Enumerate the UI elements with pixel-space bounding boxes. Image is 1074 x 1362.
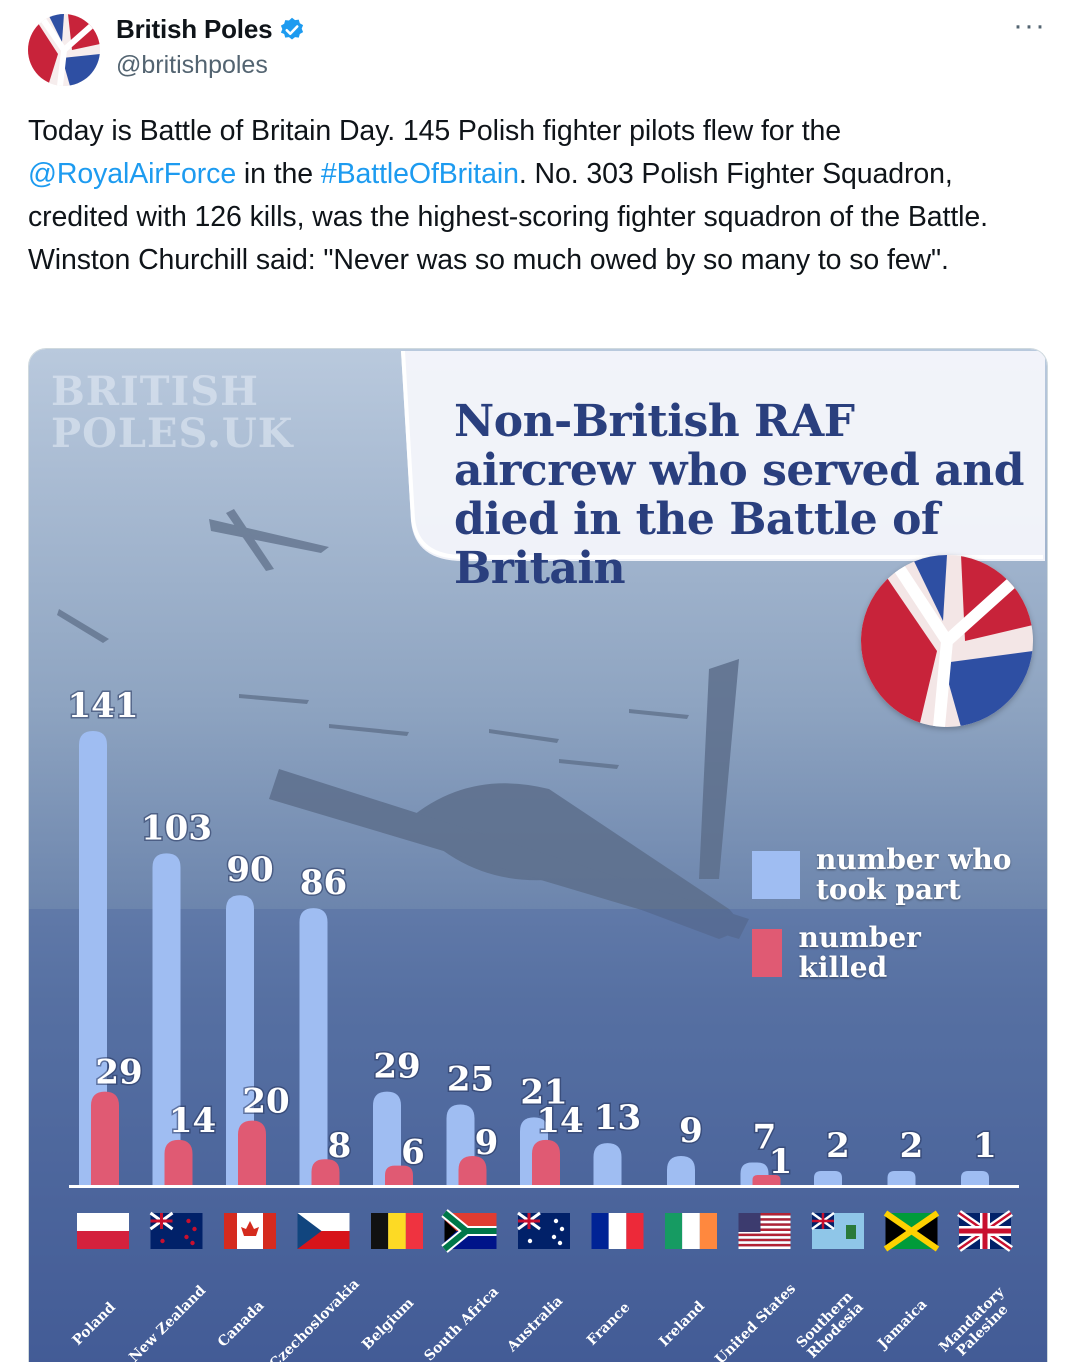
tweet-text-part: in the	[236, 158, 321, 190]
bar-label-took-part-france: 13	[594, 1098, 641, 1138]
legend-label-killed: number killed	[798, 921, 921, 984]
bar-label-killed-czechoslovakia: 8	[328, 1126, 352, 1166]
bar-took-part-new-zealand	[152, 853, 181, 1185]
flag-new-zealand-icon	[149, 1211, 203, 1249]
tweet-text-part: Today is Battle of Britain Day. 145 Poli…	[28, 115, 842, 147]
author-avatar[interactable]	[28, 14, 100, 86]
country-label-new-zealand: New Zealand	[126, 1283, 209, 1362]
flag-australia-icon	[517, 1211, 570, 1249]
bar-took-part-jamaica	[887, 1171, 916, 1185]
tweet-media-infographic[interactable]: BRITISH POLES.UK Non-British RAF aircrew…	[28, 348, 1048, 1362]
flag-southern-rhodesia-icon	[811, 1211, 864, 1249]
legend-label-took-part: number who took part	[816, 843, 1012, 906]
bar-label-took-part-south-africa: 25	[447, 1060, 494, 1100]
flag-ireland-icon	[665, 1213, 717, 1249]
legend-item-killed: number killed	[752, 923, 939, 983]
flag-poland-icon	[77, 1213, 129, 1249]
bar-label-took-part-southern-rhodesia: 2	[826, 1126, 850, 1166]
bar-killed-new-zealand	[164, 1139, 193, 1185]
bar-label-killed-new-zealand: 14	[169, 1101, 216, 1141]
legend-swatch-took-part	[752, 851, 800, 899]
author-name[interactable]: British Poles	[116, 14, 273, 44]
country-label-united-states: United States	[712, 1281, 799, 1362]
tweet-text: Today is Battle of Britain Day. 145 Poli…	[28, 110, 1038, 282]
bar-killed-australia	[532, 1139, 560, 1185]
bar-killed-south-africa	[458, 1156, 487, 1185]
bar-took-part-mandatory-palesine	[961, 1171, 989, 1185]
bar-took-part-southern-rhodesia	[814, 1171, 842, 1185]
verified-badge-icon	[278, 16, 306, 44]
flag-canada-icon	[224, 1213, 276, 1249]
watermark: BRITISH POLES.UK	[51, 371, 294, 455]
country-label-france: France	[584, 1299, 633, 1348]
hashtag-link[interactable]: #BattleOfBritain	[320, 158, 519, 190]
bar-label-took-part-australia: 21	[520, 1072, 567, 1112]
watermark-line2: POLES.UK	[51, 410, 294, 457]
author-handle[interactable]: @britishpoles	[116, 51, 268, 79]
bar-label-took-part-ireland: 9	[679, 1111, 703, 1151]
bar-killed-czechoslovakia	[311, 1159, 340, 1185]
legend-swatch-killed	[752, 929, 783, 977]
bar-label-killed-united-states: 1	[769, 1142, 793, 1182]
flag-jamaica-icon	[883, 1210, 940, 1252]
bar-label-took-part-mandatory-palesine: 1	[973, 1126, 997, 1166]
flag-united-states-icon	[738, 1213, 791, 1249]
title-card	[401, 351, 1045, 561]
bar-label-killed-australia: 14	[536, 1101, 583, 1141]
flag-france-icon	[591, 1213, 644, 1249]
flag-czechoslovakia-icon	[297, 1213, 350, 1249]
bar-took-part-ireland	[667, 1156, 695, 1185]
flag-mandatory-palesine-icon	[957, 1210, 1013, 1252]
country-label-southern-rhodesia: SouthernRhodesia	[794, 1289, 867, 1362]
more-options-icon[interactable]: ···	[1013, 9, 1046, 42]
bar-label-took-part-canada: 90	[226, 850, 273, 890]
bar-label-took-part-jamaica: 2	[900, 1126, 924, 1166]
bar-label-killed-south-africa: 9	[475, 1123, 499, 1163]
watermark-line1: BRITISH	[51, 368, 259, 415]
bar-took-part-canada	[226, 895, 254, 1185]
bar-killed-poland	[91, 1091, 119, 1185]
country-label-canada: Canada	[215, 1298, 268, 1351]
country-label-south-africa: South Africa	[421, 1284, 502, 1362]
country-label-mandatory-palesine: MandatoryPalesine	[936, 1284, 1019, 1362]
country-label-jamaica: Jamaica	[874, 1296, 931, 1353]
country-label-belgium: Belgium	[359, 1295, 417, 1353]
bar-label-took-part-united-states: 7	[753, 1117, 777, 1157]
country-label-poland: Poland	[69, 1299, 119, 1349]
british-poles-logo	[861, 555, 1033, 727]
infographic-title: Non-British RAF aircrew who served and d…	[454, 396, 1024, 594]
bar-label-killed-canada: 20	[242, 1082, 289, 1122]
flag-belgium-icon	[371, 1213, 423, 1249]
bar-took-part-france	[593, 1143, 622, 1185]
bar-label-killed-poland: 29	[95, 1053, 142, 1093]
country-label-ireland: Ireland	[656, 1298, 708, 1350]
bar-label-killed-belgium: 6	[401, 1133, 425, 1173]
legend-item-took-part: number who took part	[752, 845, 1016, 905]
bar-took-part-poland	[79, 731, 107, 1185]
bar-killed-belgium	[385, 1165, 413, 1185]
mention-link[interactable]: @RoyalAirForce	[28, 158, 237, 190]
bar-label-took-part-belgium: 29	[373, 1047, 420, 1087]
bar-killed-united-states	[752, 1175, 781, 1185]
bar-label-took-part-new-zealand: 103	[141, 808, 212, 848]
bar-took-part-belgium	[373, 1091, 401, 1185]
flag-south-africa-icon	[441, 1209, 497, 1253]
country-label-czechoslovakia: Czechoslovakia	[267, 1276, 363, 1362]
author-block: British Poles @britishpoles	[116, 14, 306, 80]
bar-label-took-part-poland: 141	[68, 686, 139, 726]
country-label-australia: Australia	[504, 1293, 567, 1356]
bar-took-part-czechoslovakia	[299, 908, 328, 1185]
bar-label-took-part-czechoslovakia: 86	[300, 863, 347, 903]
tweet-text-part: . No. 303 Polish Fighter Squadron, credi…	[28, 158, 988, 276]
bar-killed-canada	[238, 1120, 266, 1185]
